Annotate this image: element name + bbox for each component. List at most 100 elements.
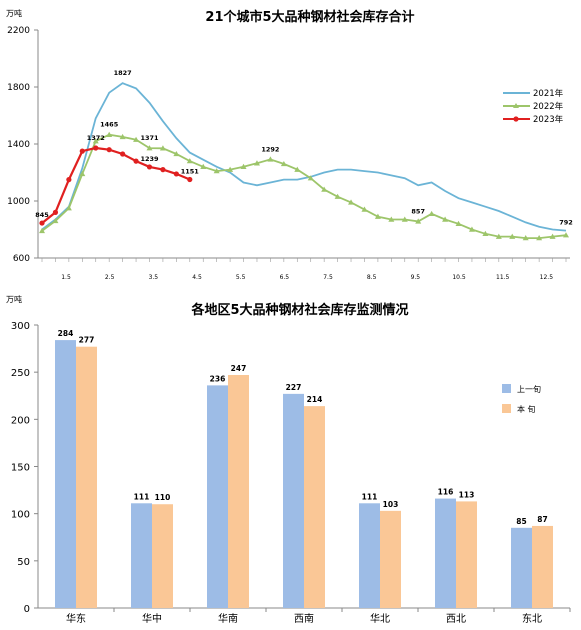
bar-value-label: 87 bbox=[537, 515, 547, 524]
data-label: 1239 bbox=[140, 155, 159, 163]
data-point bbox=[549, 233, 556, 239]
x-tick-label: 华中 bbox=[142, 612, 162, 625]
legend-swatch bbox=[502, 384, 511, 393]
legend-label: 本 旬 bbox=[517, 404, 536, 414]
x-tick-label: 2.5 bbox=[105, 274, 115, 281]
legend-marker bbox=[513, 103, 519, 108]
bar-value-label: 116 bbox=[438, 488, 454, 497]
bar bbox=[283, 393, 304, 608]
data-point bbox=[120, 151, 126, 157]
legend-marker bbox=[513, 116, 519, 122]
y-tick-label: 150 bbox=[11, 463, 30, 474]
y-tick-label: 0 bbox=[24, 604, 30, 615]
bar bbox=[55, 340, 76, 608]
data-label: 1827 bbox=[114, 69, 132, 77]
x-tick-label: 5.5 bbox=[236, 274, 246, 281]
data-point bbox=[52, 209, 59, 215]
bar bbox=[532, 525, 553, 608]
bar-value-label: 247 bbox=[231, 364, 247, 373]
line-chart-title: 21个城市5大品种钢材社会库存合计 bbox=[205, 9, 414, 25]
data-point bbox=[79, 170, 86, 177]
data-point bbox=[536, 235, 543, 241]
data-label: 845 bbox=[35, 211, 49, 219]
legend-swatch bbox=[502, 404, 511, 413]
data-point bbox=[173, 150, 180, 157]
data-point bbox=[186, 158, 193, 164]
x-tick-label: 8.5 bbox=[367, 274, 377, 281]
series-line bbox=[41, 82, 567, 232]
data-point bbox=[200, 163, 207, 169]
data-label: 1465 bbox=[100, 121, 119, 129]
data-label: 1371 bbox=[140, 134, 159, 142]
data-point bbox=[240, 163, 247, 169]
data-point bbox=[133, 158, 139, 164]
data-point bbox=[388, 216, 395, 222]
bar-value-label: 284 bbox=[58, 329, 74, 338]
data-point bbox=[227, 166, 234, 172]
y-tick-label: 100 bbox=[11, 510, 30, 521]
data-label: 1151 bbox=[181, 167, 200, 175]
bar-value-label: 111 bbox=[134, 492, 150, 501]
bar-value-label: 103 bbox=[383, 500, 399, 509]
bar bbox=[304, 406, 325, 608]
data-point bbox=[146, 145, 153, 151]
bar bbox=[131, 503, 152, 608]
bar bbox=[228, 374, 249, 608]
data-point bbox=[79, 148, 85, 154]
x-tick-label: 华东 bbox=[66, 612, 86, 625]
data-point bbox=[92, 138, 99, 144]
bar-value-label: 85 bbox=[516, 517, 526, 526]
data-point bbox=[133, 136, 140, 142]
bar bbox=[511, 527, 532, 608]
data-point bbox=[334, 193, 341, 199]
data-point bbox=[415, 218, 422, 224]
data-point bbox=[495, 233, 502, 239]
x-tick-label: 华南 bbox=[218, 612, 238, 625]
data-point bbox=[294, 166, 301, 172]
x-tick-label: 1.5 bbox=[61, 274, 71, 281]
data-point bbox=[267, 156, 274, 162]
y-tick-label: 1400 bbox=[7, 140, 30, 150]
data-point bbox=[93, 145, 99, 151]
x-tick-label: 10.5 bbox=[452, 274, 466, 281]
bar-value-label: 227 bbox=[286, 383, 302, 392]
x-tick-label: 华北 bbox=[370, 612, 390, 625]
data-point bbox=[455, 220, 462, 226]
data-point bbox=[361, 206, 368, 212]
data-label: 1372 bbox=[87, 134, 105, 142]
legend-label: 2023年 bbox=[533, 114, 564, 125]
data-point bbox=[173, 171, 179, 177]
data-point bbox=[482, 230, 489, 236]
data-label: 1292 bbox=[261, 145, 279, 153]
y-tick-label: 300 bbox=[11, 321, 30, 332]
data-point bbox=[39, 227, 45, 234]
data-point bbox=[146, 164, 153, 170]
bar-chart-title: 各地区5大品种钢材社会库存监测情况 bbox=[190, 302, 408, 318]
data-point bbox=[119, 133, 126, 140]
y-tick-label: 50 bbox=[17, 557, 30, 568]
bar-value-label: 236 bbox=[210, 374, 226, 383]
data-point bbox=[509, 233, 516, 239]
y-tick-label: 2200 bbox=[7, 26, 30, 36]
data-label: 792 bbox=[559, 219, 573, 227]
y-tick-label: 1800 bbox=[7, 83, 30, 93]
x-tick-label: 11.5 bbox=[496, 274, 510, 281]
data-point bbox=[52, 217, 59, 224]
y-tick-label: 1000 bbox=[7, 197, 30, 207]
series-line bbox=[41, 133, 567, 240]
data-point bbox=[468, 226, 475, 232]
data-point bbox=[253, 160, 260, 166]
bar bbox=[456, 501, 477, 608]
x-tick-label: 东北 bbox=[522, 612, 542, 625]
data-point bbox=[187, 176, 193, 183]
y-tick-label: 200 bbox=[11, 415, 30, 426]
bar-chart: 各地区5大品种钢材社会库存监测情况 万吨 050100150200250300 … bbox=[6, 294, 571, 625]
bar bbox=[435, 498, 456, 608]
line-chart-y-unit: 万吨 bbox=[6, 8, 22, 18]
x-tick-label: 6.5 bbox=[280, 274, 290, 281]
bar-chart-y-unit: 万吨 bbox=[6, 294, 22, 304]
y-tick-label: 600 bbox=[13, 254, 30, 264]
data-point bbox=[106, 147, 112, 153]
line-chart: 21个城市5大品种钢材社会库存合计 万吨 600 1000 1400 1800 2200… bbox=[6, 8, 573, 281]
